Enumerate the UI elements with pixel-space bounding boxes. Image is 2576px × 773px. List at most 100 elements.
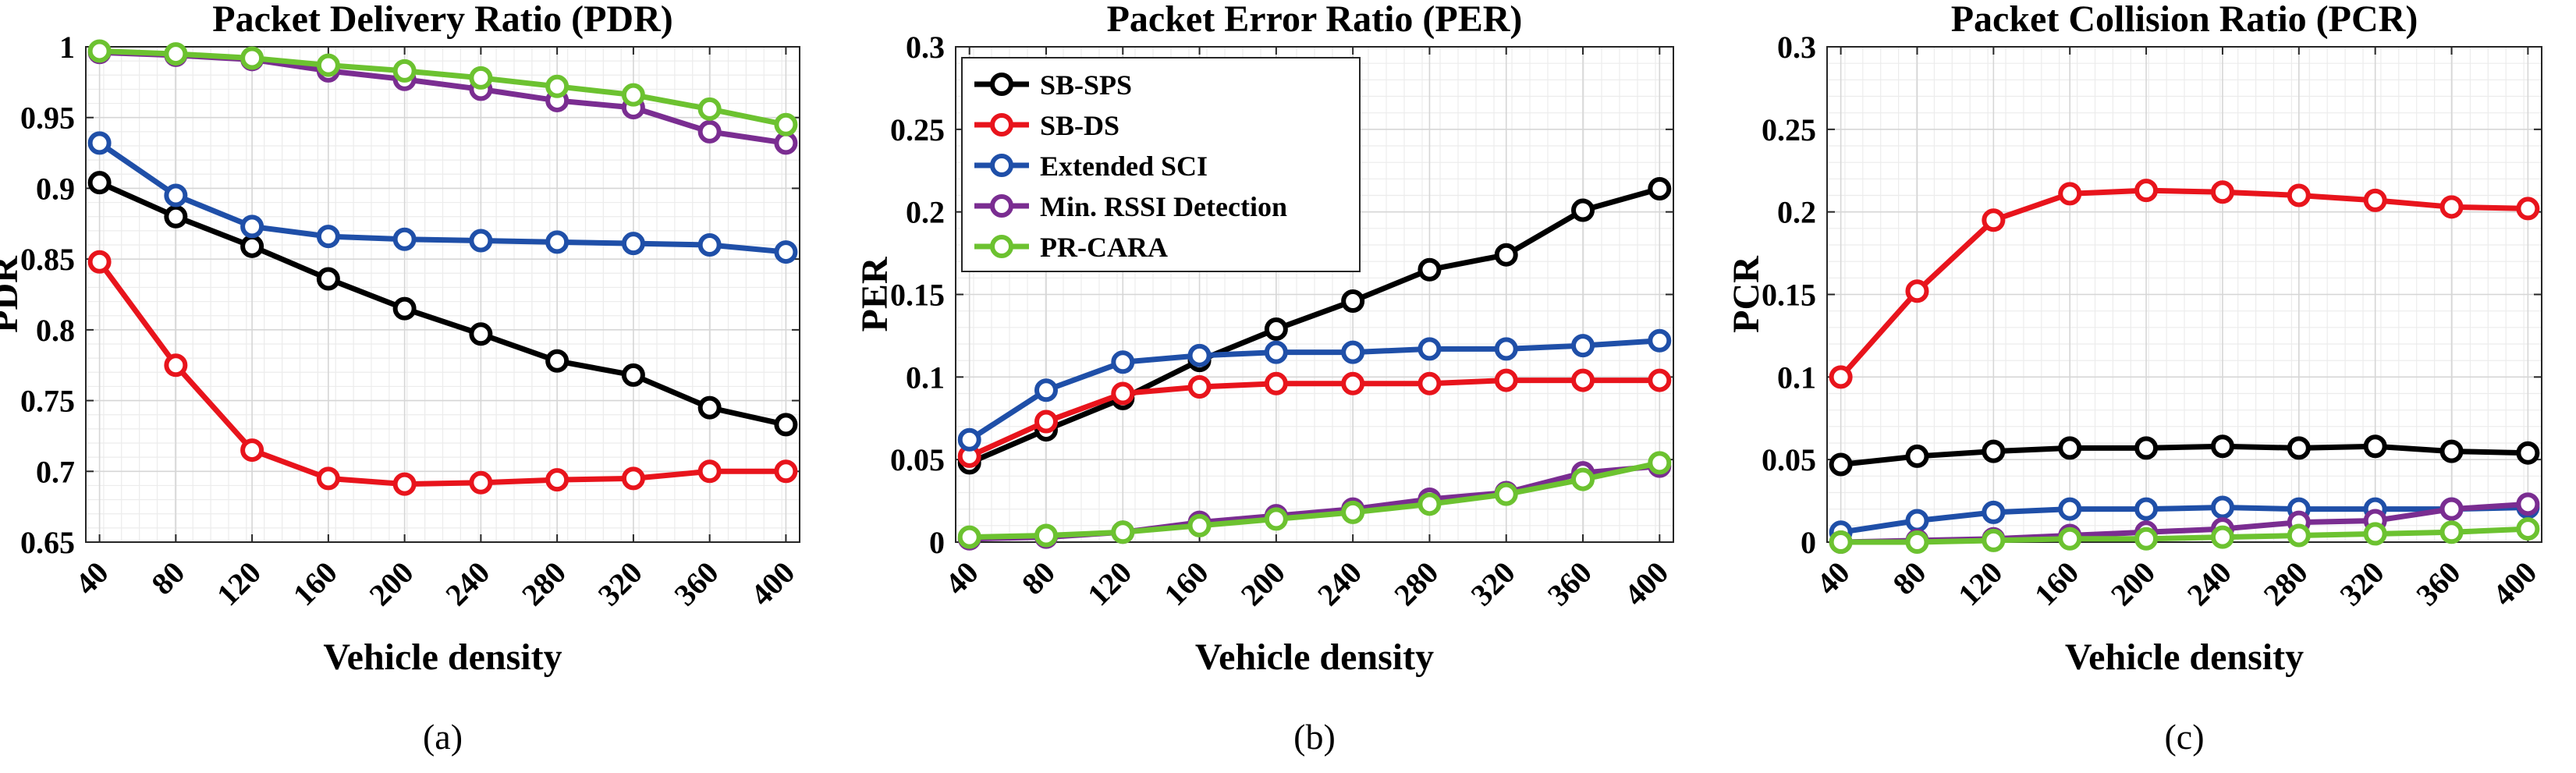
data-point — [1905, 530, 1929, 554]
data-point — [392, 227, 417, 251]
y-tick-label: 0.3 — [906, 30, 945, 65]
series-pr-cara — [1829, 517, 2540, 554]
data-point — [1494, 368, 1518, 392]
y-tick-label: 0.05 — [890, 442, 945, 477]
series-pr-cara — [87, 39, 798, 137]
data-point — [774, 413, 798, 437]
data-point — [774, 131, 798, 155]
y-tick-label: 0.15 — [1762, 278, 1816, 313]
data-point — [164, 42, 188, 66]
data-point — [1494, 482, 1518, 506]
data-point — [545, 349, 569, 373]
data-point — [1111, 350, 1135, 374]
series-line — [1840, 526, 2528, 545]
chart-title: Packet Collision Ratio (PCR) — [1951, 0, 2418, 40]
data-point — [87, 250, 112, 274]
data-point — [2134, 436, 2159, 460]
data-point — [1264, 371, 1288, 395]
series-extended-sci — [957, 328, 1672, 452]
data-point — [2287, 436, 2311, 460]
data-point — [2134, 179, 2159, 203]
data-point — [469, 229, 493, 253]
legend-entry: Extended SCI — [1040, 151, 1208, 182]
data-point — [316, 225, 340, 249]
data-point — [697, 233, 722, 257]
data-point — [1571, 334, 1595, 358]
series-sb-ds — [957, 368, 1672, 468]
data-point — [1982, 439, 2006, 463]
series-line — [97, 260, 786, 488]
data-point — [2134, 497, 2159, 521]
data-point — [1034, 523, 1058, 548]
data-point — [2439, 497, 2464, 521]
data-point — [1187, 513, 1212, 537]
y-tick-label: 0 — [1801, 525, 1816, 560]
data-point — [1982, 500, 2006, 524]
series-extended-sci — [87, 131, 798, 264]
data-point — [697, 97, 722, 121]
data-point — [316, 53, 340, 77]
data-point — [87, 171, 112, 195]
x-axis-label: Vehicle density — [323, 636, 562, 678]
legend-entry: SB-DS — [1040, 110, 1119, 141]
series-sb-sps — [1829, 434, 2540, 477]
y-tick-label: 0.8 — [36, 313, 75, 348]
y-axis-label: PCR — [1726, 255, 1767, 333]
series-sb-sps — [87, 171, 798, 437]
data-point — [2439, 520, 2464, 544]
y-tick-label: 0.85 — [20, 242, 75, 277]
data-point — [621, 466, 645, 491]
data-point — [1187, 375, 1212, 399]
data-point — [1829, 452, 1853, 477]
data-point — [240, 234, 264, 258]
data-point — [545, 468, 569, 492]
data-point — [469, 66, 493, 90]
data-point — [1187, 343, 1212, 367]
data-point — [2439, 195, 2464, 219]
legend-entry: PR-CARA — [1040, 232, 1168, 263]
data-point — [1111, 381, 1135, 406]
data-point — [164, 353, 188, 378]
data-point — [1905, 444, 1929, 468]
legend-swatch-marker — [990, 194, 1013, 218]
data-point — [2210, 180, 2234, 204]
data-point — [392, 472, 417, 496]
data-point — [316, 466, 340, 491]
y-tick-label: 0.05 — [1762, 442, 1816, 477]
data-point — [697, 459, 722, 484]
chart-title: Packet Delivery Ratio (PDR) — [212, 0, 672, 40]
data-point — [2516, 517, 2540, 541]
series-line — [98, 140, 786, 255]
y-tick-label: 0.7 — [36, 454, 75, 489]
series-line — [1838, 187, 2528, 379]
data-point — [545, 230, 569, 254]
subfigure-caption: (a) — [423, 717, 463, 757]
y-tick-label: 0 — [929, 525, 945, 560]
legend-entry: Min. RSSI Detection — [1040, 191, 1287, 222]
data-point — [957, 427, 981, 452]
data-point — [164, 183, 188, 207]
data-point — [1034, 410, 1058, 434]
data-point — [1341, 289, 1365, 313]
y-tick-label: 1 — [59, 30, 75, 65]
x-axis-label: Vehicle density — [2065, 636, 2304, 678]
data-point — [621, 232, 645, 256]
y-tick-label: 0.25 — [1762, 112, 1816, 147]
y-tick-label: 0.3 — [1777, 30, 1816, 65]
legend: SB-SPS SB-DS Extended SCI Min. RSSI Detecti… — [961, 57, 1361, 272]
data-point — [1494, 243, 1518, 267]
data-point — [2058, 497, 2082, 521]
data-point — [240, 438, 264, 463]
data-point — [1571, 467, 1595, 491]
series-line — [99, 48, 787, 128]
subfigure-caption: (b) — [1293, 717, 1336, 757]
data-point — [1494, 337, 1518, 361]
data-point — [240, 46, 264, 70]
y-tick-label: 0.95 — [20, 101, 75, 136]
series-line — [1840, 443, 2528, 467]
data-point — [957, 525, 981, 549]
data-point — [2287, 523, 2311, 548]
data-point — [469, 322, 493, 346]
chart-panel-2: 00.050.10.150.20.250.340 80 120 160 200 240 28… — [854, 0, 1675, 757]
